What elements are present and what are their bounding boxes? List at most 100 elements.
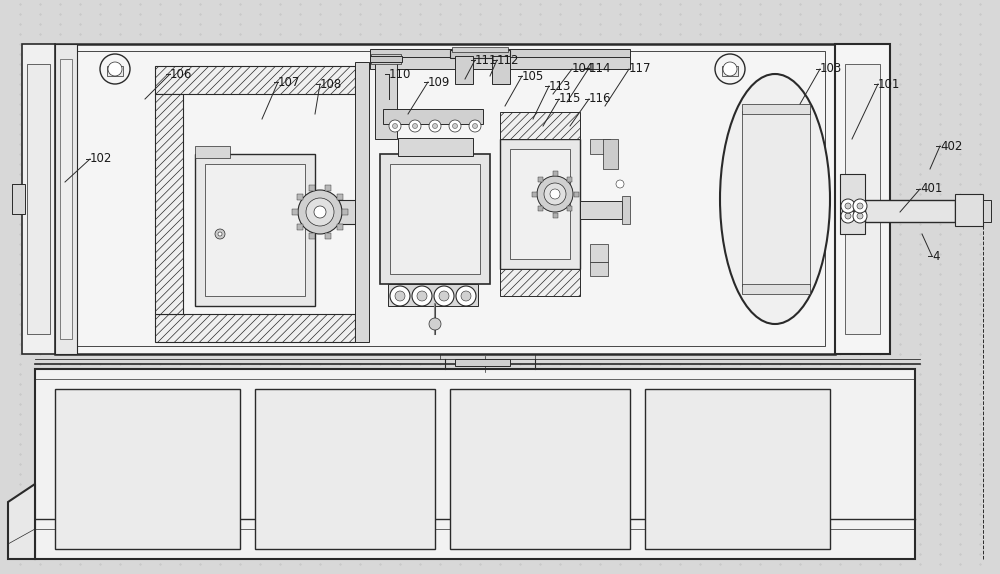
Circle shape (218, 232, 222, 236)
Bar (195, 154, 315, 306)
Text: 401: 401 (920, 183, 942, 196)
Text: 110: 110 (389, 68, 411, 80)
Text: 117: 117 (629, 63, 652, 76)
Circle shape (390, 286, 410, 306)
Circle shape (857, 213, 863, 219)
Bar (955, 194, 983, 226)
Text: 101: 101 (878, 77, 900, 91)
Bar (35, 369, 915, 559)
Text: 116: 116 (589, 92, 612, 106)
Bar (455, 359, 510, 366)
Bar (835, 44, 890, 354)
Bar (27, 64, 50, 334)
Text: 109: 109 (428, 76, 450, 88)
Circle shape (544, 183, 566, 205)
Bar (532, 192, 536, 196)
Circle shape (469, 120, 481, 132)
Bar (510, 149, 570, 259)
Text: 104: 104 (572, 63, 594, 76)
Text: 106: 106 (170, 68, 192, 80)
Circle shape (439, 291, 449, 301)
Bar (552, 170, 558, 176)
Bar (380, 154, 490, 284)
Bar (370, 57, 630, 69)
Bar (195, 146, 230, 158)
Circle shape (392, 123, 398, 129)
Bar (155, 66, 355, 94)
Bar (398, 138, 473, 156)
Bar (492, 56, 510, 84)
Bar (450, 389, 630, 549)
Circle shape (845, 213, 851, 219)
Bar (500, 112, 580, 139)
Text: 402: 402 (940, 139, 962, 153)
Bar (390, 164, 480, 274)
Circle shape (108, 62, 122, 76)
Circle shape (461, 291, 471, 301)
Text: 4: 4 (932, 250, 940, 262)
Circle shape (215, 229, 225, 239)
Bar (297, 195, 303, 200)
Bar (12, 184, 25, 214)
Circle shape (389, 120, 401, 132)
Bar (342, 209, 348, 215)
Circle shape (841, 209, 855, 223)
Bar (315, 200, 365, 224)
Text: 113: 113 (549, 80, 571, 92)
Circle shape (314, 206, 326, 218)
Bar (370, 56, 402, 62)
Circle shape (449, 120, 461, 132)
Text: 115: 115 (559, 92, 581, 106)
Bar (337, 195, 343, 200)
Bar (155, 314, 355, 342)
Bar (292, 209, 298, 215)
Bar (567, 177, 572, 181)
Bar (538, 206, 543, 211)
Bar (22, 44, 55, 354)
Bar (500, 269, 580, 296)
Bar (370, 49, 630, 59)
Bar (155, 94, 183, 314)
Bar (742, 111, 810, 286)
Text: 114: 114 (589, 61, 612, 75)
Bar (60, 59, 72, 339)
Ellipse shape (720, 74, 830, 324)
Bar (742, 284, 810, 294)
Circle shape (417, 291, 427, 301)
Bar (574, 192, 578, 196)
Circle shape (853, 209, 867, 223)
Bar (455, 56, 473, 84)
Text: 108: 108 (320, 77, 342, 91)
Bar (645, 389, 830, 549)
Circle shape (434, 286, 454, 306)
Bar (983, 200, 991, 222)
Bar (55, 44, 77, 354)
Polygon shape (8, 484, 35, 559)
Bar (355, 62, 369, 342)
Bar (297, 224, 303, 230)
Bar (865, 200, 955, 222)
Bar (325, 185, 331, 191)
Bar (65, 51, 825, 346)
Circle shape (409, 120, 421, 132)
Circle shape (845, 203, 851, 209)
Bar (375, 59, 397, 139)
Circle shape (298, 190, 342, 234)
Bar (500, 139, 580, 269)
Text: 102: 102 (90, 153, 112, 165)
Bar (580, 201, 622, 219)
Circle shape (452, 123, 458, 129)
Bar (590, 262, 608, 276)
Circle shape (537, 176, 573, 212)
Text: 111: 111 (475, 53, 498, 67)
Circle shape (723, 62, 737, 76)
Bar (452, 47, 508, 52)
Bar (205, 164, 305, 296)
Circle shape (550, 189, 560, 199)
Circle shape (616, 180, 624, 188)
Circle shape (306, 198, 334, 226)
Bar (337, 224, 343, 230)
Bar (325, 233, 331, 239)
Circle shape (857, 203, 863, 209)
Circle shape (473, 123, 478, 129)
